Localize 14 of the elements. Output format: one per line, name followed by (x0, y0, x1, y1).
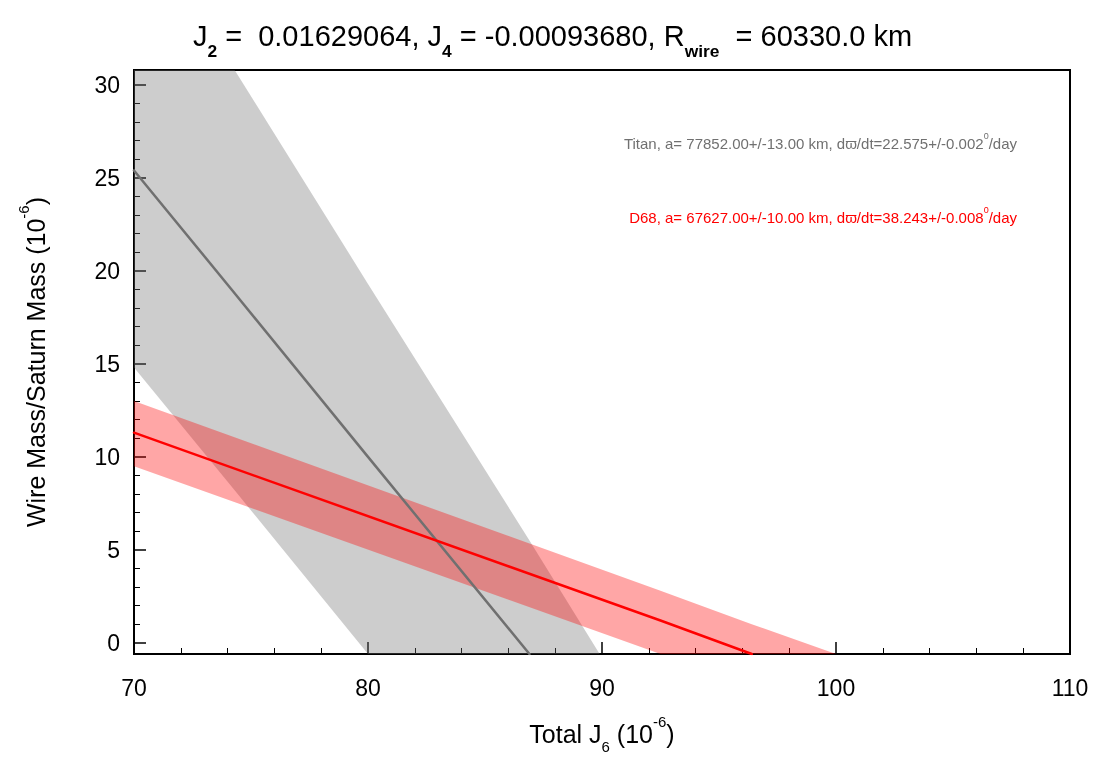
x-tick-label: 110 (1051, 674, 1089, 701)
y-tick-label: 0 (107, 629, 120, 656)
y-axis-title: Wire Mass/Saturn Mass (10-6) (15, 196, 50, 528)
x-tick-label: 80 (355, 674, 381, 701)
y-tick-label: 30 (94, 71, 120, 98)
x-tick-label: 100 (816, 674, 856, 701)
y-tick-label: 5 (107, 536, 120, 563)
x-tick-label: 90 (589, 674, 615, 701)
x-tick-label: 70 (121, 674, 147, 701)
line-series (132, 169, 531, 656)
y-tick-label: 20 (94, 257, 120, 284)
y-tick-label: 25 (94, 164, 120, 191)
y-tick-label: 10 (94, 443, 120, 470)
y-tick-label: 15 (94, 350, 120, 377)
